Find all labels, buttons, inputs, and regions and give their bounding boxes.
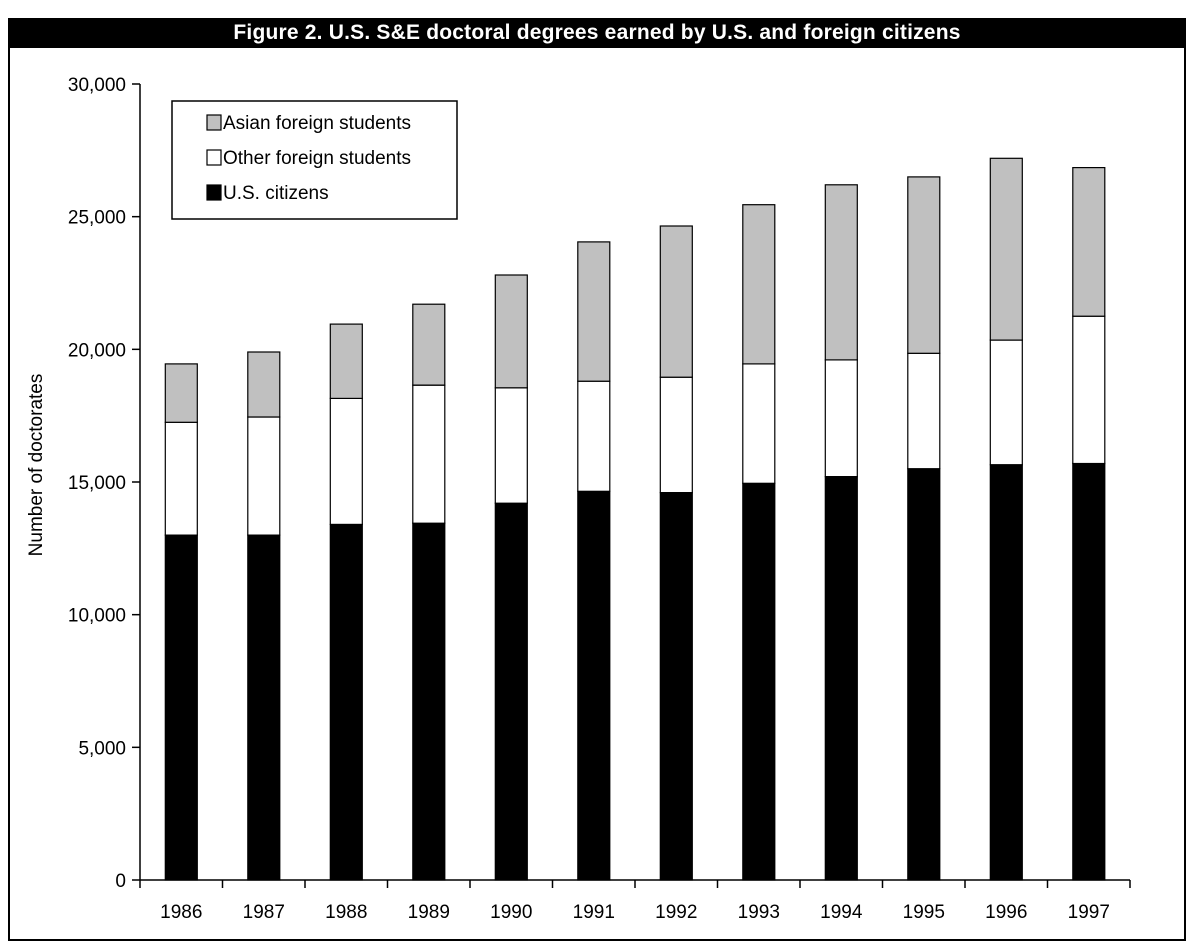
bar-1991-series-0 bbox=[577, 490, 611, 881]
x-tick-label: 1994 bbox=[820, 902, 863, 923]
bar-1995-series-2 bbox=[907, 176, 941, 354]
bar-1996-series-0 bbox=[989, 464, 1023, 881]
bar-1994-series-1 bbox=[824, 359, 858, 478]
bar-1989-series-0 bbox=[412, 522, 446, 881]
x-tick-label: 1995 bbox=[903, 902, 945, 923]
bar-1997-series-0 bbox=[1072, 462, 1106, 881]
legend-label: U.S. citizens bbox=[223, 183, 329, 204]
bar-1994-series-0 bbox=[824, 476, 858, 881]
y-tick-label: 0 bbox=[115, 871, 126, 892]
bar-1988-series-0 bbox=[329, 523, 363, 881]
bar-1991-series-1 bbox=[577, 380, 611, 492]
bar-1993-series-2 bbox=[742, 204, 776, 365]
bar-1992-series-2 bbox=[659, 225, 693, 378]
bar-1990-series-0 bbox=[494, 502, 528, 881]
y-tick-label: 10,000 bbox=[68, 606, 126, 627]
x-tick-label: 1987 bbox=[243, 902, 285, 923]
x-tick-label: 1990 bbox=[490, 902, 532, 923]
bar-1986-series-2 bbox=[164, 363, 198, 423]
bar-1988-series-2 bbox=[329, 323, 363, 400]
bar-1991-series-2 bbox=[577, 241, 611, 382]
ticks-group: 1986 1987 1988 1989 1990 1991 1992 1993 1994 1995… bbox=[68, 75, 1131, 923]
chart-title: Figure 2. U.S. S&E doctoral degrees earn… bbox=[8, 18, 1186, 48]
y-axis-title: Number of doctorates bbox=[26, 374, 47, 557]
x-tick-label: 1993 bbox=[738, 902, 780, 923]
bar-1992-series-1 bbox=[659, 376, 693, 494]
y-tick-label: 15,000 bbox=[68, 473, 126, 494]
bar-1990-series-2 bbox=[494, 274, 528, 389]
bars-group bbox=[164, 157, 1106, 881]
legend: Asian foreign students Other foreign stud… bbox=[171, 100, 458, 220]
x-tick-label: 1992 bbox=[655, 902, 697, 923]
bar-1996-series-1 bbox=[989, 339, 1023, 466]
bar-1997-series-1 bbox=[1072, 315, 1106, 465]
bar-1988-series-1 bbox=[329, 397, 363, 525]
bar-1989-series-2 bbox=[412, 303, 446, 386]
legend-label: Other foreign students bbox=[223, 148, 411, 169]
bar-1995-series-1 bbox=[907, 352, 941, 470]
bar-1997-series-2 bbox=[1072, 167, 1106, 317]
legend-swatch bbox=[206, 184, 222, 201]
bar-1987-series-2 bbox=[247, 351, 281, 418]
bar-1994-series-2 bbox=[824, 184, 858, 361]
bar-1993-series-1 bbox=[742, 363, 776, 484]
y-tick-label: 30,000 bbox=[68, 75, 126, 96]
bar-1986-series-0 bbox=[164, 534, 198, 881]
y-tick-label: 25,000 bbox=[68, 208, 126, 229]
legend-swatch bbox=[206, 114, 222, 131]
bar-1993-series-0 bbox=[742, 482, 776, 881]
bar-1996-series-2 bbox=[989, 157, 1023, 341]
bar-1987-series-1 bbox=[247, 416, 281, 536]
bar-1986-series-1 bbox=[164, 421, 198, 536]
bar-1990-series-1 bbox=[494, 387, 528, 504]
bar-1992-series-0 bbox=[659, 492, 693, 881]
y-tick-label: 5,000 bbox=[78, 738, 126, 759]
bar-1995-series-0 bbox=[907, 468, 941, 881]
x-tick-label: 1996 bbox=[985, 902, 1027, 923]
x-tick-label: 1997 bbox=[1068, 902, 1110, 923]
y-tick-label: 20,000 bbox=[68, 340, 126, 361]
x-tick-label: 1989 bbox=[408, 902, 450, 923]
legend-label: Asian foreign students bbox=[223, 113, 411, 134]
x-tick-label: 1991 bbox=[573, 902, 615, 923]
x-tick-label: 1986 bbox=[160, 902, 202, 923]
x-tick-label: 1988 bbox=[325, 902, 367, 923]
legend-swatch bbox=[206, 149, 222, 166]
bar-1989-series-1 bbox=[412, 384, 446, 524]
bar-1987-series-0 bbox=[247, 534, 281, 881]
